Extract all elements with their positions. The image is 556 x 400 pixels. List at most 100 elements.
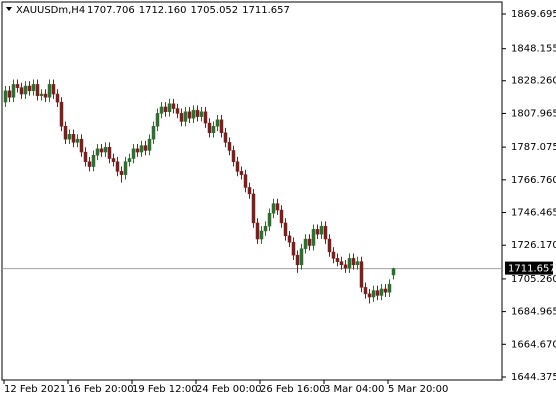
candle-body <box>319 225 324 235</box>
candle-body <box>219 119 224 133</box>
candle-body <box>151 126 156 140</box>
candle-body <box>11 84 16 98</box>
candle-body <box>347 258 352 269</box>
symbol-arrow <box>6 7 12 11</box>
candle-body <box>255 222 260 240</box>
y-tick-label: 1766.760 <box>511 175 556 186</box>
candle-body <box>287 235 292 243</box>
candle-body <box>119 171 124 175</box>
candle-body <box>47 84 52 98</box>
candle-body <box>111 158 116 162</box>
y-tick-label: 1807.965 <box>511 108 556 119</box>
candle-body <box>91 155 96 167</box>
candle-body <box>299 248 304 266</box>
candle-body <box>331 251 336 259</box>
candle-body <box>71 134 76 143</box>
candle-body <box>379 288 384 296</box>
x-tick-label: 24 Feb 00:00 <box>196 384 262 395</box>
x-tick-label: 3 Mar 04:00 <box>324 384 384 395</box>
y-tick-label: 1684.965 <box>511 307 556 318</box>
candle-body <box>15 84 20 88</box>
candle-body <box>59 101 64 127</box>
candle-body <box>135 148 140 153</box>
y-tick-label: 1828.260 <box>511 76 556 87</box>
y-tick-label: 1787.075 <box>511 142 556 153</box>
y-tick-label: 1664.670 <box>511 339 556 350</box>
ohlc-label: 1712.160 <box>139 5 187 16</box>
candle-body <box>223 132 228 143</box>
candle-body <box>247 187 252 195</box>
candle-body <box>275 203 280 211</box>
candle-body <box>127 158 132 162</box>
candle-body <box>39 93 44 96</box>
candle-body <box>295 254 300 266</box>
x-tick-label: 16 Feb 20:00 <box>68 384 134 395</box>
plot-frame <box>1 1 503 381</box>
candle-body <box>271 203 276 214</box>
candle-body <box>63 126 68 140</box>
candle-body <box>191 109 196 119</box>
x-tick-label: 12 Feb 2021 <box>4 384 66 395</box>
candle-body <box>207 122 212 133</box>
candle-body <box>215 119 220 127</box>
candle-body <box>323 225 328 240</box>
x-tick-label: 5 Mar 20:00 <box>388 384 448 395</box>
candle-body <box>43 93 48 98</box>
candle-body <box>235 161 240 172</box>
candle-body <box>51 84 56 95</box>
candle-body <box>243 174 248 188</box>
candle-body <box>383 288 388 293</box>
candle-body <box>67 134 72 140</box>
y-tick-label: 1869.695 <box>511 9 556 20</box>
x-tick-label: 26 Feb 16:00 <box>260 384 326 395</box>
candle-body <box>351 258 356 266</box>
candle-body <box>303 238 308 249</box>
y-tick-label: 1848.155 <box>511 44 556 55</box>
y-tick-label: 1644.375 <box>511 372 556 383</box>
candle-body <box>279 209 284 224</box>
price-label: 1711.657 <box>508 264 556 275</box>
candle-body <box>55 93 60 103</box>
ohlc-label: 1711.657 <box>242 5 290 16</box>
candle-body <box>103 146 108 153</box>
candle-body <box>371 290 376 298</box>
candle-body <box>355 261 360 266</box>
candle-body <box>183 111 188 122</box>
candle-body <box>195 109 200 117</box>
candle-body <box>363 287 368 295</box>
candle-body <box>251 193 256 224</box>
candle-body <box>139 145 144 153</box>
candle-body <box>259 230 264 240</box>
y-tick-label: 1726.170 <box>511 240 556 251</box>
candle-body <box>95 148 100 156</box>
candle-body <box>335 258 340 262</box>
candle-body <box>27 85 32 92</box>
candle-body <box>307 238 312 246</box>
x-tick-label: 19 Feb 12:00 <box>132 384 198 395</box>
y-tick-label: 1705.260 <box>511 274 556 285</box>
candle-body <box>263 225 268 232</box>
candle-body <box>283 222 288 237</box>
candle-body <box>227 142 232 151</box>
candle-body <box>123 161 128 175</box>
candle-body <box>147 138 152 151</box>
ohlc-label: 1707.706 <box>87 5 135 16</box>
symbol: XAUUSDm,H4 <box>16 5 85 16</box>
candle-body <box>311 229 316 246</box>
candle-body <box>327 238 332 253</box>
candle-body <box>179 113 184 122</box>
candle-body <box>35 84 40 96</box>
candle-body <box>211 126 216 133</box>
candle-body <box>231 150 236 162</box>
price-label-box <box>505 261 553 275</box>
candle-body <box>175 108 180 114</box>
candle-body <box>343 264 348 269</box>
candle-body <box>339 261 344 266</box>
candle-body <box>203 111 208 124</box>
y-tick-label: 1746.465 <box>511 208 556 219</box>
candle-body <box>315 229 320 235</box>
candle-body <box>163 106 168 113</box>
candle-body <box>31 84 36 92</box>
candle-body <box>167 103 172 113</box>
candle-body <box>23 85 28 95</box>
